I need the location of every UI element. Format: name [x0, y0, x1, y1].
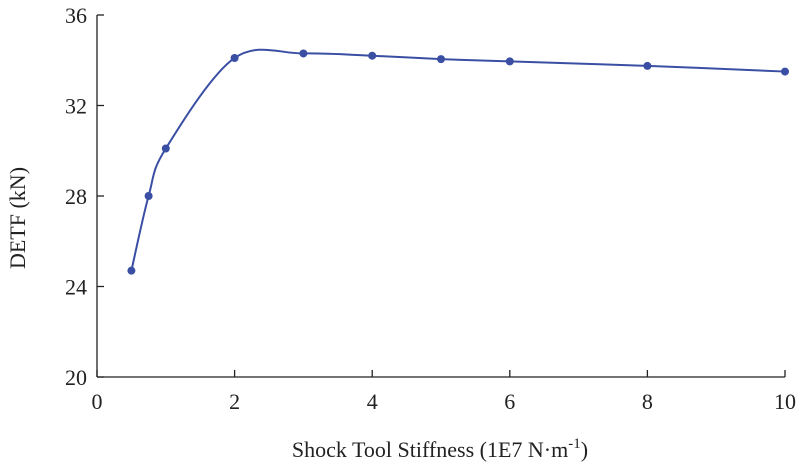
- data-point: [781, 67, 789, 76]
- x-axis-title-suffix: ): [581, 437, 588, 462]
- x-tick-label: 6: [504, 389, 515, 414]
- x-tick-label: 0: [92, 389, 103, 414]
- y-tick-label: 36: [65, 3, 87, 28]
- x-tick-label: 4: [367, 389, 378, 414]
- data-point: [437, 55, 445, 64]
- y-tick-label: 20: [65, 365, 87, 390]
- x-ticks: 0 2 4 6 8 10: [92, 370, 796, 414]
- x-axis-title-main: Shock Tool Stiffness (1E7 N·m: [292, 437, 568, 462]
- data-point: [161, 144, 170, 153]
- data-point: [230, 53, 239, 62]
- axes: [96, 15, 785, 378]
- data-point: [299, 49, 308, 58]
- y-tick-label: 32: [65, 94, 87, 119]
- data-point: [368, 51, 377, 60]
- data-point: [505, 57, 514, 66]
- x-axis-title: Shock Tool Stiffness (1E7 N·m-1): [292, 436, 588, 462]
- y-tick-label: 24: [65, 275, 87, 300]
- x-tick-label: 8: [642, 389, 653, 414]
- x-tick-label: 2: [229, 389, 240, 414]
- series-layer: [127, 48, 789, 275]
- data-point: [127, 266, 136, 275]
- y-ticks: 20 24 28 32 36: [65, 3, 104, 390]
- data-point: [643, 61, 652, 70]
- series-line: [130, 48, 786, 271]
- y-axis-title: DETF (kN): [5, 167, 30, 269]
- y-tick-label: 28: [65, 184, 87, 209]
- x-axis-title-superscript: -1: [568, 436, 581, 452]
- x-tick-label: 10: [774, 389, 796, 414]
- data-point: [144, 192, 153, 200]
